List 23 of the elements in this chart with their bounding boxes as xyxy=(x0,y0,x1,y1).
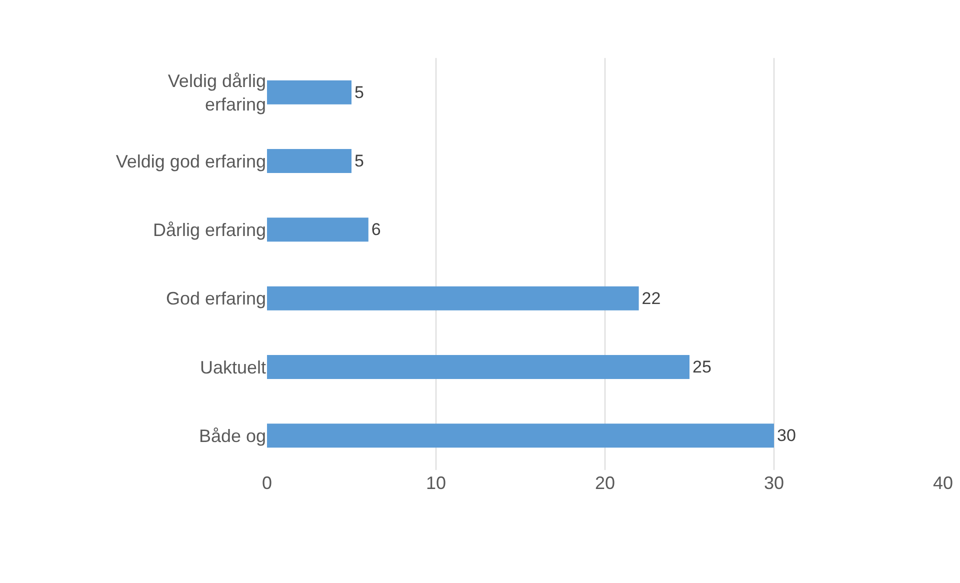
bar xyxy=(267,218,368,242)
y-tick-label: God erfaring xyxy=(166,288,266,309)
data-label: 5 xyxy=(354,152,364,170)
data-label: 25 xyxy=(692,358,712,376)
bar xyxy=(267,286,639,310)
y-tick-label: Veldig dårlig erfaring xyxy=(168,70,266,114)
x-tick-label: 20 xyxy=(594,473,616,493)
data-label: 30 xyxy=(777,426,796,446)
y-tick-label: Både og xyxy=(198,426,266,446)
y-tick-label: Dårlig erfaring xyxy=(152,220,266,240)
bar xyxy=(267,148,352,174)
x-tick-label: 10 xyxy=(426,473,446,493)
x-tick-label: 40 xyxy=(932,473,954,493)
bar xyxy=(267,80,352,104)
data-label: 6 xyxy=(371,220,381,240)
x-tick-label: 0 xyxy=(262,473,272,493)
data-label: 5 xyxy=(354,82,364,102)
bar xyxy=(267,424,774,448)
x-tick-label: 30 xyxy=(764,473,784,493)
bar xyxy=(267,354,690,380)
y-tick-label: Uaktuelt xyxy=(200,357,266,378)
data-label: 22 xyxy=(642,288,661,308)
y-tick-label: Veldig god erfaring xyxy=(116,151,266,172)
